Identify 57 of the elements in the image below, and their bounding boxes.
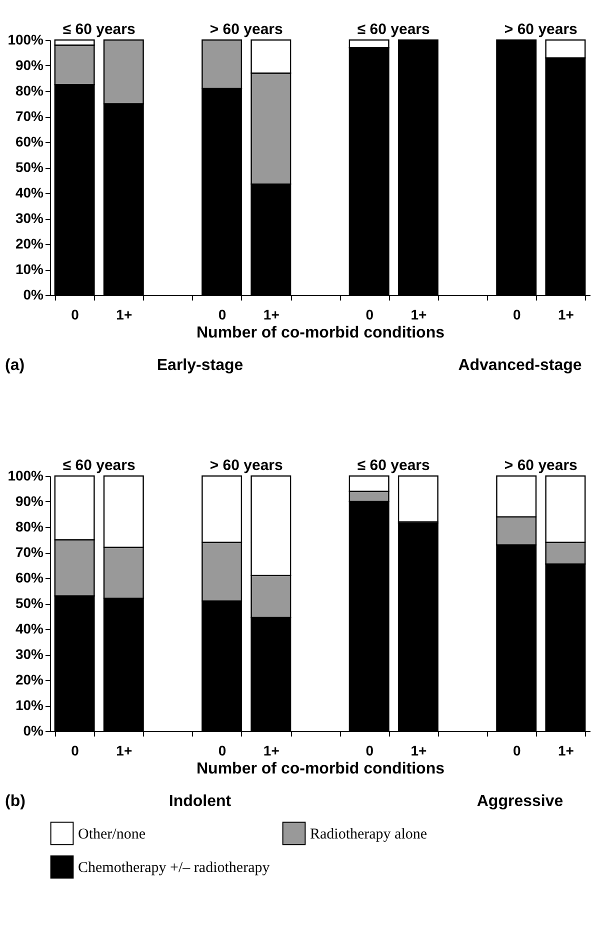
y-tick-label: 90% <box>15 57 44 73</box>
y-tick-label: 10% <box>15 261 44 277</box>
x-tick-label: 1+ <box>116 306 132 322</box>
x-tick-label: 0 <box>512 306 521 322</box>
y-tick-label: 60% <box>15 570 44 586</box>
y-tick-label: 30% <box>15 210 44 226</box>
text: > 60 years <box>210 457 283 474</box>
y-tick-label: 80% <box>15 82 44 98</box>
text: Aggressive <box>476 793 564 810</box>
text: Early-stage <box>156 357 244 374</box>
legend-label: Radiotherapy alone <box>310 826 428 842</box>
y-tick-label: 0% <box>23 722 44 738</box>
x-tick-label: 0 <box>218 742 226 758</box>
x-tick-label: 0 <box>366 742 374 758</box>
y-tick-label: 70% <box>15 544 44 560</box>
x-axis-title: Number of co-morbid conditions <box>196 324 445 342</box>
x-tick-label: 0 <box>71 742 80 758</box>
y-tick-label: 70% <box>15 108 44 124</box>
text: ≤ 60 years <box>62 21 136 38</box>
x-tick-label: 1+ <box>410 742 427 758</box>
x-tick-label: 1+ <box>558 742 574 758</box>
y-tick-label: 100% <box>8 32 44 48</box>
x-tick-label: 1+ <box>263 742 280 758</box>
y-tick-label: 20% <box>15 672 44 688</box>
y-tick-label: 100% <box>8 468 44 484</box>
text: ≤ 60 years <box>357 457 430 474</box>
text: Indolent <box>168 793 232 810</box>
text: ≤ 60 years <box>357 21 430 38</box>
y-tick-label: 50% <box>15 595 44 611</box>
text: (b) <box>5 793 26 810</box>
x-tick-label: 1+ <box>558 306 574 322</box>
x-tick-label: 1+ <box>410 306 427 322</box>
y-tick-label: 90% <box>15 493 44 509</box>
text: > 60 years <box>504 457 578 474</box>
x-tick-label: 0 <box>71 306 80 322</box>
y-tick-label: 50% <box>15 159 44 175</box>
x-tick-label: 0 <box>366 306 374 322</box>
text: Advanced-stage <box>458 357 582 374</box>
y-tick-label: 60% <box>15 134 44 150</box>
y-tick-label: 30% <box>15 646 44 662</box>
text: ≤ 60 years <box>62 457 136 474</box>
y-tick-label: 80% <box>15 518 44 534</box>
text: > 60 years <box>210 21 283 38</box>
y-tick-label: 0% <box>23 286 44 302</box>
text: (a) <box>5 357 25 374</box>
x-axis-title: Number of co-morbid conditions <box>196 760 445 778</box>
y-tick-label: 40% <box>15 620 44 636</box>
legend-label: Chemotherapy +/– radiotherapy <box>78 860 270 876</box>
x-tick-label: 1+ <box>116 742 132 758</box>
y-tick-label: 40% <box>15 184 44 200</box>
text: > 60 years <box>504 21 578 38</box>
y-tick-label: 10% <box>15 697 44 713</box>
legend-label: Other/none <box>78 826 146 842</box>
x-tick-label: 1+ <box>263 306 280 322</box>
x-tick-label: 0 <box>218 306 226 322</box>
x-tick-label: 0 <box>512 742 521 758</box>
y-tick-label: 20% <box>15 236 44 252</box>
